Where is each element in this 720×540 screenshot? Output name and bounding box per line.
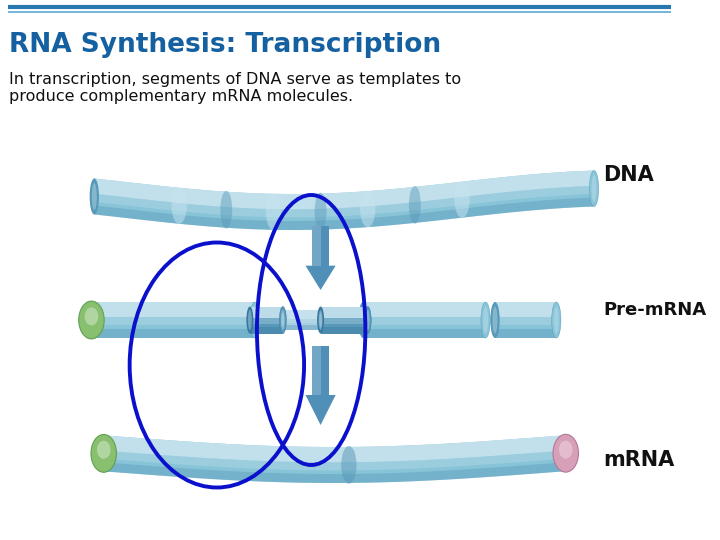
Text: Pre-mRNA: Pre-mRNA [603, 301, 706, 319]
Polygon shape [94, 198, 594, 230]
Text: In transcription, segments of DNA serve as templates to
produce complementary mR: In transcription, segments of DNA serve … [9, 72, 462, 104]
Ellipse shape [561, 435, 570, 471]
Ellipse shape [409, 186, 420, 224]
Ellipse shape [554, 307, 559, 334]
Polygon shape [250, 327, 283, 334]
Ellipse shape [97, 441, 110, 459]
Polygon shape [495, 302, 557, 318]
Polygon shape [94, 318, 255, 326]
Ellipse shape [89, 178, 99, 214]
Ellipse shape [563, 440, 568, 467]
Ellipse shape [319, 310, 323, 330]
Ellipse shape [492, 307, 498, 334]
Ellipse shape [341, 446, 356, 484]
Ellipse shape [250, 302, 259, 338]
Ellipse shape [483, 307, 488, 334]
Polygon shape [94, 171, 594, 230]
Polygon shape [104, 435, 566, 483]
Ellipse shape [78, 301, 104, 339]
Polygon shape [363, 329, 485, 338]
Ellipse shape [246, 307, 253, 334]
Polygon shape [312, 346, 329, 395]
Ellipse shape [559, 441, 572, 458]
Ellipse shape [315, 193, 327, 231]
Polygon shape [363, 318, 485, 326]
Polygon shape [320, 307, 368, 318]
Ellipse shape [91, 435, 117, 472]
Polygon shape [283, 310, 320, 330]
Ellipse shape [220, 191, 233, 228]
Polygon shape [495, 302, 557, 338]
Polygon shape [250, 318, 283, 324]
Ellipse shape [102, 440, 107, 467]
Ellipse shape [280, 310, 285, 330]
Ellipse shape [552, 302, 561, 338]
Polygon shape [320, 318, 368, 324]
Polygon shape [94, 329, 255, 338]
Ellipse shape [361, 307, 366, 334]
Ellipse shape [89, 302, 99, 338]
Polygon shape [312, 346, 320, 395]
Ellipse shape [591, 175, 597, 202]
Polygon shape [363, 302, 485, 338]
Ellipse shape [590, 171, 599, 206]
Polygon shape [94, 302, 255, 338]
Polygon shape [363, 302, 485, 318]
Ellipse shape [281, 310, 285, 330]
Polygon shape [305, 266, 336, 290]
Polygon shape [305, 395, 336, 425]
Ellipse shape [91, 307, 96, 334]
Ellipse shape [454, 181, 469, 218]
Ellipse shape [91, 183, 96, 210]
Polygon shape [495, 318, 557, 326]
Ellipse shape [282, 313, 284, 327]
Ellipse shape [553, 434, 578, 472]
Polygon shape [283, 310, 320, 319]
Polygon shape [104, 462, 566, 483]
Ellipse shape [171, 188, 186, 224]
Polygon shape [250, 307, 283, 318]
Ellipse shape [318, 310, 323, 330]
Ellipse shape [490, 302, 500, 338]
Ellipse shape [99, 435, 109, 471]
Text: RNA Synthesis: Transcription: RNA Synthesis: Transcription [9, 32, 441, 58]
Ellipse shape [364, 307, 372, 334]
Text: mRNA: mRNA [603, 450, 675, 470]
Ellipse shape [266, 194, 281, 230]
Ellipse shape [366, 310, 369, 330]
Ellipse shape [319, 313, 322, 327]
Ellipse shape [279, 307, 287, 334]
Polygon shape [283, 319, 320, 323]
Polygon shape [250, 307, 283, 334]
Ellipse shape [248, 310, 252, 330]
Ellipse shape [360, 191, 375, 227]
Polygon shape [320, 327, 368, 334]
Polygon shape [94, 171, 594, 210]
Polygon shape [312, 226, 320, 266]
Polygon shape [104, 435, 566, 462]
Text: DNA: DNA [603, 165, 654, 185]
Ellipse shape [317, 307, 324, 334]
Polygon shape [94, 302, 255, 318]
Polygon shape [104, 450, 566, 470]
Polygon shape [495, 329, 557, 338]
Ellipse shape [359, 302, 368, 338]
Ellipse shape [252, 307, 257, 334]
Polygon shape [283, 325, 320, 330]
Ellipse shape [85, 307, 98, 326]
Polygon shape [312, 226, 329, 266]
Polygon shape [94, 186, 594, 218]
Polygon shape [320, 307, 368, 334]
Ellipse shape [481, 302, 490, 338]
